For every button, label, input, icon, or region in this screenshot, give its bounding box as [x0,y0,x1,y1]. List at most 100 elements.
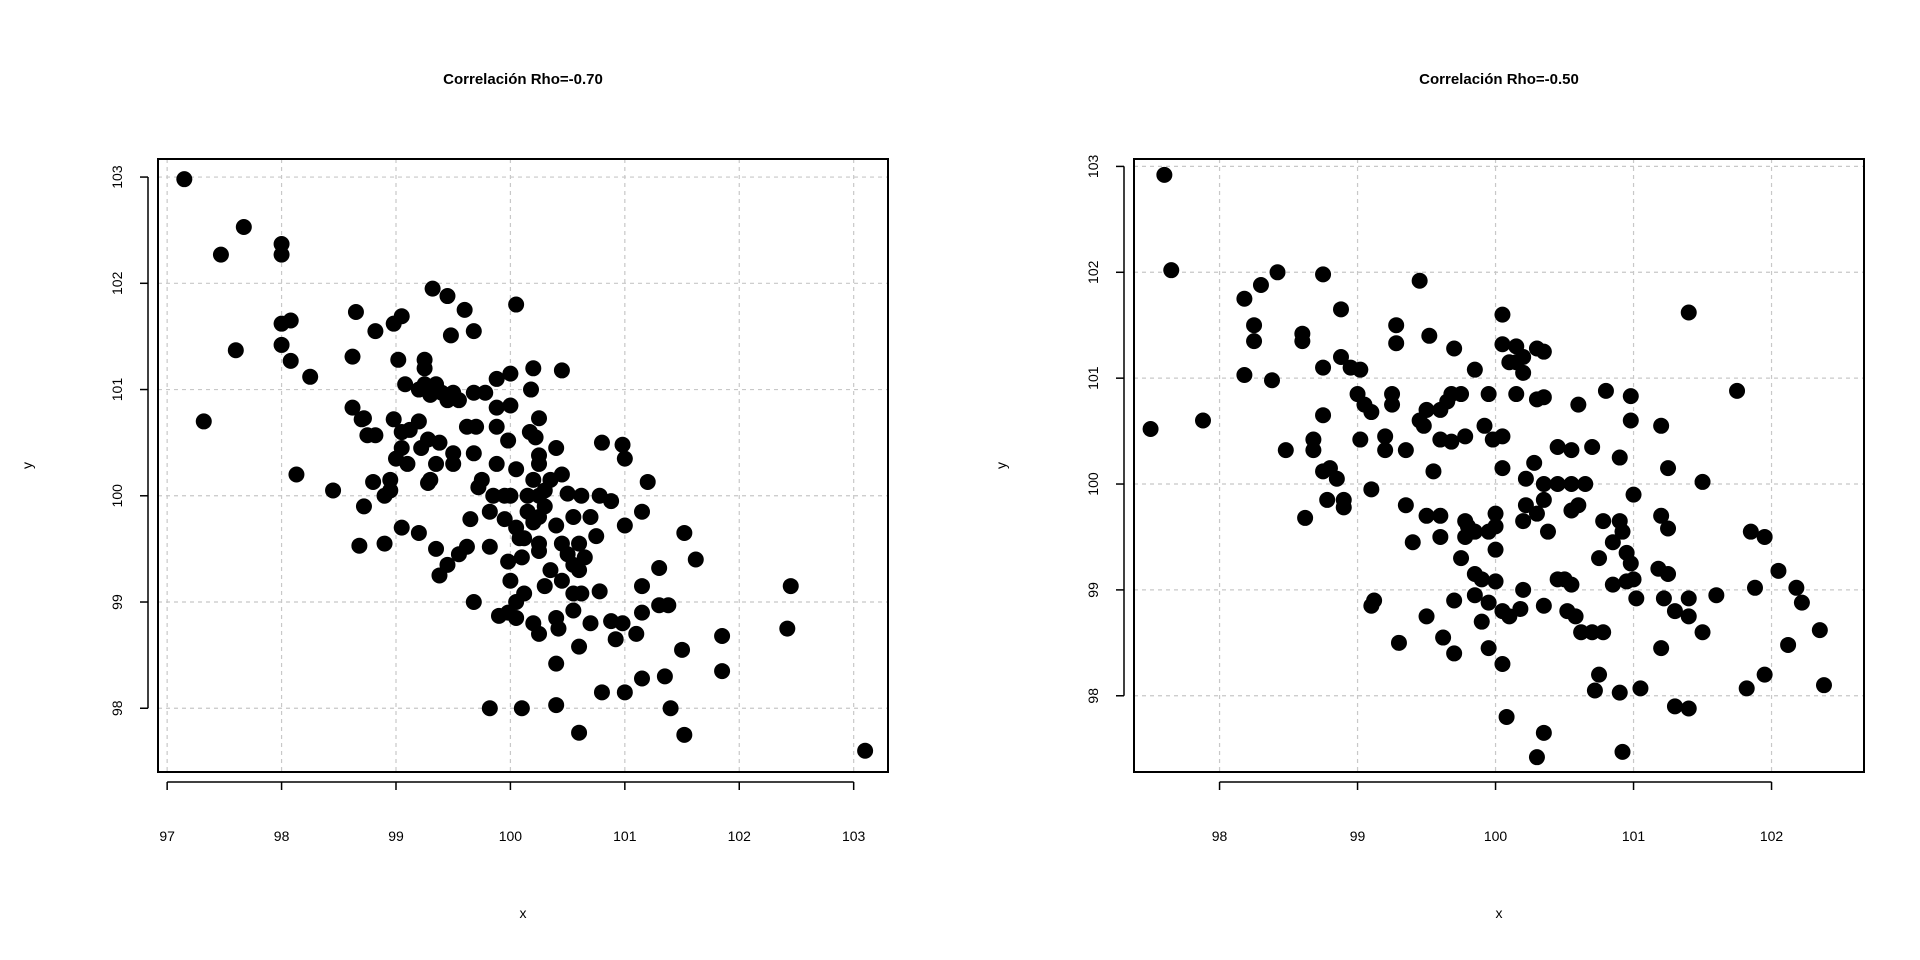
x-axis-title: x [1496,905,1503,921]
data-point [1335,499,1352,516]
data-point [1377,442,1394,459]
data-point [1476,417,1493,434]
data-point [1515,581,1532,598]
data-point [1425,463,1442,480]
x-axis: 97 98 99 100 101 102 103 [159,781,866,844]
data-point [1591,666,1608,683]
data-point [1404,534,1421,551]
data-point [550,620,567,637]
data-point [519,487,536,504]
data-point [1597,382,1614,399]
data-point [559,546,576,563]
data-point [1319,491,1336,508]
data-point [1388,335,1405,352]
data-point [353,411,370,428]
data-point [548,655,565,672]
data-point [1535,597,1552,614]
x-tick-label: 98 [274,828,290,844]
y-tick-label: 101 [1085,366,1101,390]
data-point [1517,497,1534,514]
data-point [525,514,542,531]
data-point [603,493,620,510]
data-point [1501,354,1518,371]
data-point [1680,700,1697,717]
data-point [1480,594,1497,611]
x-tick-label: 103 [842,828,866,844]
x-tick-label: 100 [1484,828,1508,844]
grid [1134,159,1864,772]
data-point [1618,573,1635,590]
data-point [485,487,502,504]
data-point [1595,513,1612,530]
data-point [591,583,608,600]
data-point [1446,592,1463,609]
data-point [593,684,610,701]
data-point [565,509,582,526]
data-point [500,432,517,449]
data-point [1390,634,1407,651]
data-point [477,384,494,401]
data-point [1487,541,1504,558]
data-point [1418,401,1435,418]
data-point [573,585,590,602]
data-point [633,578,650,595]
x-tick-label: 97 [159,828,175,844]
data-point [1611,449,1628,466]
data-point [525,471,542,488]
data-point [502,365,519,382]
data-point [1622,412,1639,429]
data-point [1421,327,1438,344]
data-point [548,439,565,456]
chart-title: Correlación Rho=-0.70 [443,71,603,88]
data-point [422,386,439,403]
data-point [488,370,505,387]
data-point [1746,579,1763,596]
data-point [559,485,576,502]
data-point [502,487,519,504]
y-tick-label: 100 [1085,472,1101,496]
data-point [1653,417,1670,434]
data-point [367,427,384,444]
data-point [1666,603,1683,620]
data-point [1660,460,1677,477]
data-point [1466,361,1483,378]
plot-frame [157,158,889,773]
data-point [1660,566,1677,583]
data-point [1277,442,1294,459]
data-point [502,397,519,414]
scatter-panel-rho-050: Correlación Rho=-0.50 x y 98 99 100 101 1029… [993,71,1865,921]
data-point [1625,486,1642,503]
data-point [1415,417,1432,434]
data-point [1604,534,1621,551]
data-point [1632,680,1649,697]
data-point [488,399,505,416]
data-point [1549,438,1566,455]
data-point [227,342,244,359]
data-point [525,360,542,377]
data-point [1614,743,1631,760]
data-point [614,615,631,632]
data-point [465,445,482,462]
data-point [351,537,368,554]
data-point [1494,428,1511,445]
data-point [428,455,445,472]
data-point [1494,306,1511,323]
data-point [687,551,704,568]
data-point [397,376,414,393]
data-point [527,429,544,446]
data-point [470,479,487,496]
y-tick-label: 99 [109,594,125,610]
data-point [593,434,610,451]
data-point [1508,386,1525,403]
data-point [1473,613,1490,630]
data-points [1142,166,1832,766]
data-point [1660,520,1677,537]
data-point [616,684,633,701]
data-point [1622,388,1639,405]
data-point [1494,656,1511,673]
data-point [1729,382,1746,399]
data-point [1236,366,1253,383]
data-point [1332,301,1349,318]
data-point [344,399,361,416]
data-point [365,473,382,490]
